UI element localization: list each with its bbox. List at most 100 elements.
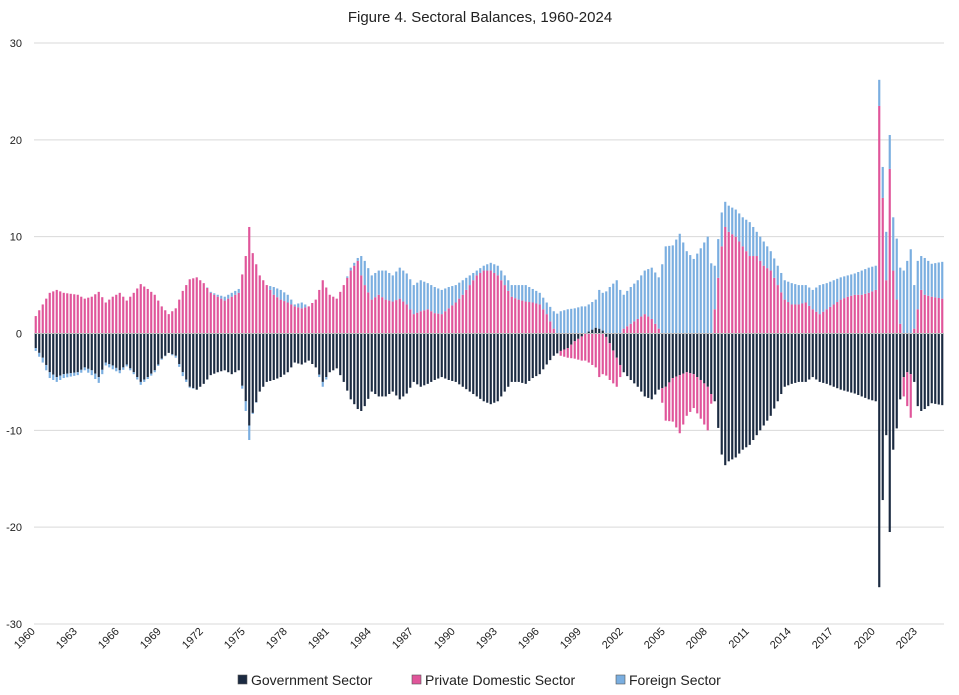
private-bar [206,287,209,334]
government-bar [433,333,436,380]
foreign-bar [769,251,772,271]
private-bar [444,311,447,334]
private-bar [916,309,919,334]
government-bar [864,333,867,398]
private-bar [290,304,293,334]
foreign-bar [797,285,800,305]
government-bar [941,333,944,406]
foreign-bar [755,231,758,257]
foreign-bar [923,257,926,295]
government-bar [195,333,198,390]
foreign-bar [822,284,825,312]
government-bar [923,333,926,410]
government-bar [804,333,807,382]
private-bar [521,300,524,334]
foreign-bar [717,239,720,278]
government-bar [664,333,667,387]
private-bar [780,292,783,334]
government-bar [787,333,790,386]
government-bar [573,333,576,342]
foreign-bar [885,231,888,281]
private-bar [412,314,415,334]
private-bar [447,308,450,334]
government-bar [766,333,769,421]
foreign-bar [321,381,324,387]
private-bar [97,291,100,334]
private-bar [325,287,328,334]
private-bar [549,321,552,334]
grid-lines [34,42,944,625]
private-bar [664,386,667,421]
foreign-bar [188,386,191,388]
private-bar [122,296,125,334]
government-bar [839,333,842,390]
private-bar [349,270,352,334]
foreign-bar [108,364,111,368]
government-bar [769,333,772,416]
private-bar [577,338,580,360]
foreign-bar [468,275,471,286]
private-bar [773,277,776,334]
government-bar [62,333,65,375]
government-bar [920,333,923,411]
foreign-bar [629,287,632,324]
legend-swatch [237,674,248,685]
government-bar [689,333,692,374]
private-bar [755,256,758,334]
legend-item-private: Private Domestic Sector [411,672,575,688]
government-bar [192,333,195,389]
foreign-bar [279,289,282,300]
foreign-bar [815,287,818,312]
government-bar [412,333,415,382]
government-bar [279,333,282,378]
private-bar [139,284,142,334]
private-bar [125,300,128,334]
government-bar [895,333,898,429]
private-bar [685,372,688,416]
foreign-bar [178,364,181,367]
government-bar [97,333,100,378]
government-bar [339,333,342,376]
government-bar [598,328,601,334]
foreign-bar [587,304,590,332]
foreign-bar [153,370,156,373]
foreign-bar [220,295,223,299]
y-tick-label: 30 [10,38,22,50]
private-bar [734,236,737,334]
foreign-bar [76,372,79,376]
private-bar [216,296,219,334]
government-bar [454,333,457,382]
foreign-bar [52,374,55,380]
foreign-bar [640,275,643,317]
government-bar [101,333,104,370]
private-bar [104,302,107,334]
private-bar [853,294,856,334]
private-bar [720,246,723,334]
foreign-bar [213,293,216,295]
foreign-bar [850,274,853,296]
foreign-bar [374,272,377,298]
foreign-bar [283,292,286,302]
government-bar [507,333,510,387]
government-bar [633,333,636,384]
government-bar [888,333,891,533]
private-bar [118,292,121,334]
government-bar [675,333,678,377]
y-tick-label: 10 [10,232,22,244]
foreign-bar [363,260,366,286]
government-bar [937,333,940,405]
private-bar [300,308,303,334]
private-bar [342,285,345,334]
foreign-bar [384,270,387,300]
private-bar [346,277,349,334]
foreign-bar [381,270,384,298]
government-bar [349,333,352,400]
private-bar [55,289,58,334]
government-bar [38,333,41,353]
private-bar [636,318,639,334]
x-tick-label: 1978 [264,626,290,652]
private-bar [692,374,695,409]
government-bar [619,333,622,365]
foreign-bar [804,285,807,303]
